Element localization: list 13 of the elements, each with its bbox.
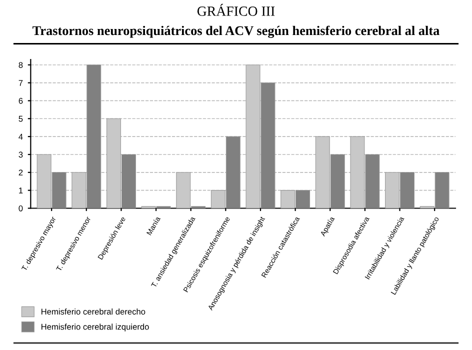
chart-title: GRÁFICO III [197,4,275,16]
y-tick-label: 4 [18,134,23,140]
y-tick-label: 3 [18,152,23,158]
y-tick-label: 5 [18,116,23,122]
y-tick-label: 1 [19,188,23,194]
y-tick-label: 2 [18,170,23,176]
legend-label: Hemisferio cerebral derecho [42,308,146,315]
y-tick-label: 6 [18,98,23,104]
legend-label: Hemisferio cerebral izquierdo [42,324,149,332]
y-tick-label: 8 [18,62,23,68]
y-tick-label: 7 [18,80,23,86]
chart-subtitle: Trastornos neuropsiquiátricos del ACV según hemisferio cerebral al alta [32,26,440,38]
y-tick-label: 0 [18,205,23,212]
